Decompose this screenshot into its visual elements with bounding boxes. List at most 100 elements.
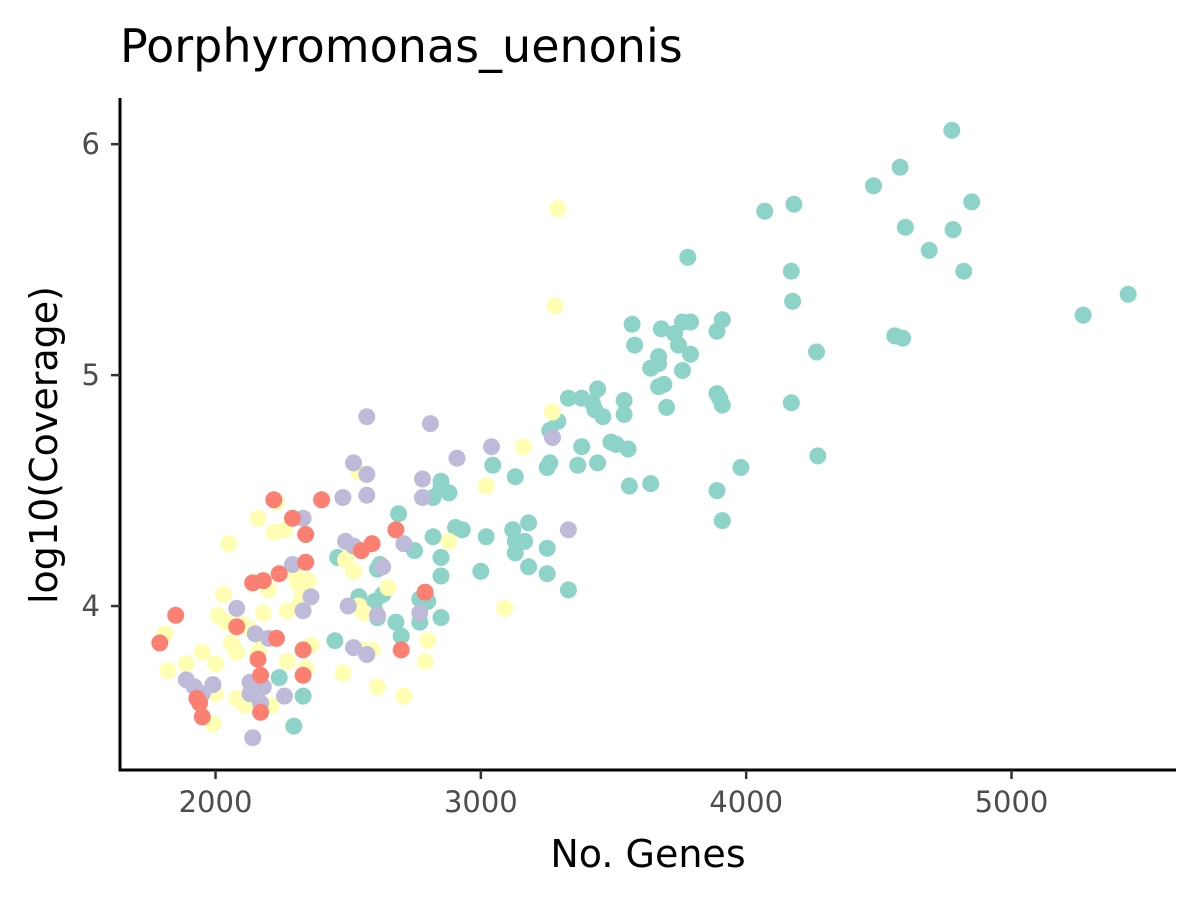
data-point <box>358 646 376 663</box>
data-point <box>544 429 561 446</box>
data-point <box>784 292 802 310</box>
data-point <box>177 655 195 673</box>
data-point <box>514 438 532 456</box>
data-point <box>620 477 638 495</box>
data-point <box>268 629 285 647</box>
data-point <box>440 532 458 550</box>
data-point <box>416 653 434 670</box>
data-point <box>379 579 397 597</box>
data-point <box>809 447 827 465</box>
data-point <box>419 632 437 650</box>
data-point <box>244 729 262 747</box>
data-point <box>623 315 641 333</box>
data-point <box>520 558 538 576</box>
data-point <box>483 438 500 456</box>
data-point <box>345 639 362 657</box>
data-point <box>477 477 495 495</box>
data-point <box>506 544 524 562</box>
data-point <box>244 574 262 592</box>
data-point <box>416 583 434 601</box>
data-point <box>246 625 264 643</box>
data-point <box>294 687 312 705</box>
data-point <box>432 567 450 585</box>
data-point <box>297 553 315 571</box>
data-point <box>345 562 362 580</box>
data-point <box>285 717 303 735</box>
data-point <box>546 297 564 315</box>
data-point <box>228 643 246 661</box>
data-point <box>249 650 267 668</box>
data-point <box>414 489 431 506</box>
data-point <box>1074 306 1092 324</box>
data-point <box>252 666 270 684</box>
data-point <box>920 241 938 259</box>
data-point <box>207 655 224 673</box>
data-point <box>865 177 882 195</box>
data-point <box>167 606 185 624</box>
data-point <box>390 505 408 523</box>
data-point <box>896 218 914 236</box>
x-tick-label: 4000 <box>709 785 783 819</box>
data-point <box>432 609 450 627</box>
data-point <box>538 539 556 557</box>
data-point <box>193 708 211 726</box>
data-point <box>679 248 697 266</box>
data-point <box>395 687 413 705</box>
data-point <box>559 521 577 539</box>
data-point <box>619 440 637 458</box>
data-point <box>615 392 633 409</box>
data-point <box>594 408 612 426</box>
data-point <box>569 456 587 474</box>
data-point <box>249 509 267 527</box>
data-point <box>358 408 376 426</box>
data-point <box>421 415 439 433</box>
x-tick-label: 3000 <box>444 785 518 819</box>
x-tick-label: 5000 <box>975 785 1049 819</box>
data-point <box>732 459 750 476</box>
data-point <box>674 362 691 379</box>
data-point <box>294 666 312 684</box>
data-point <box>650 378 668 396</box>
data-point <box>334 489 352 506</box>
data-point <box>387 521 405 539</box>
data-point <box>782 262 800 280</box>
data-point <box>756 202 774 220</box>
data-point <box>708 322 726 340</box>
points-layer <box>151 121 1137 747</box>
data-point <box>302 588 320 606</box>
data-point <box>193 643 211 661</box>
data-point <box>642 359 660 377</box>
data-point <box>252 703 270 721</box>
data-point <box>573 438 591 456</box>
data-point <box>484 456 502 474</box>
data-point <box>284 556 301 573</box>
data-point <box>658 398 676 416</box>
data-point <box>387 613 405 631</box>
data-point <box>326 632 344 650</box>
data-point <box>368 606 386 624</box>
data-point <box>278 602 296 620</box>
data-point <box>358 486 376 504</box>
data-point <box>270 669 288 687</box>
data-point <box>228 599 246 617</box>
data-point <box>708 482 726 500</box>
data-point <box>411 604 429 622</box>
data-point <box>215 586 232 603</box>
data-point <box>520 514 538 532</box>
data-point <box>228 618 246 636</box>
data-point <box>538 565 556 583</box>
chart-title: Porphyromonas_uenonis <box>120 19 683 73</box>
data-point <box>943 121 961 139</box>
data-point <box>615 405 633 423</box>
data-point <box>297 526 315 543</box>
data-point <box>392 627 410 645</box>
data-point <box>395 535 413 553</box>
data-point <box>516 532 534 550</box>
data-point <box>254 604 272 622</box>
data-point <box>345 454 362 472</box>
data-point <box>374 558 392 576</box>
x-tick-label: 2000 <box>179 785 253 819</box>
data-point <box>453 521 471 539</box>
data-point <box>472 562 490 580</box>
data-point <box>559 581 577 599</box>
